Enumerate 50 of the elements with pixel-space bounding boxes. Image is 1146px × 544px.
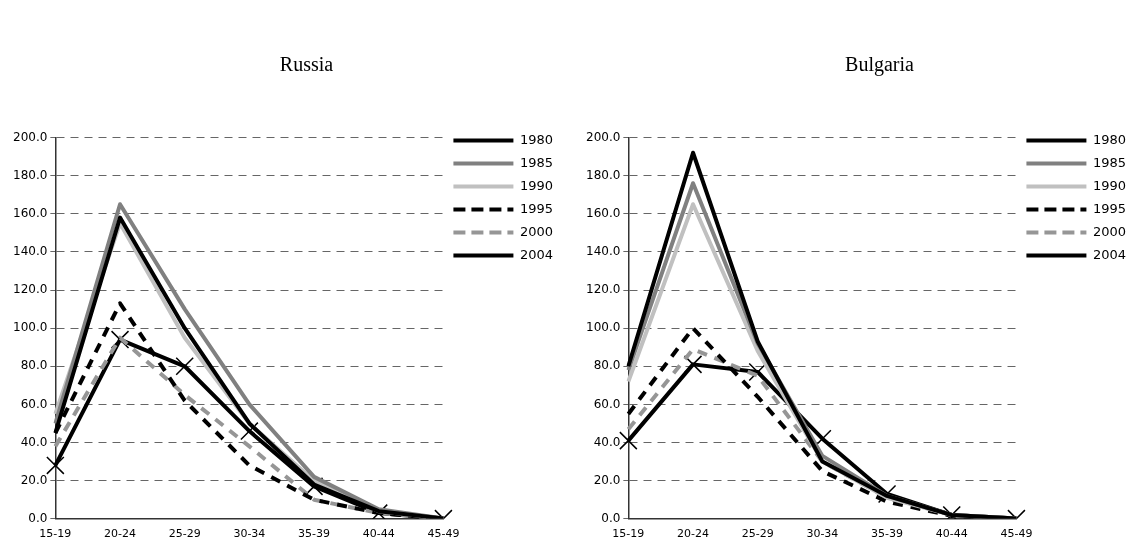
legend-label: 2004 (519, 246, 554, 262)
x-tick-label: 20-24 (104, 527, 137, 541)
y-tick-label: 60.0 (593, 396, 621, 411)
x-tick-label: 25-29 (741, 527, 774, 541)
y-tick-label: 160.0 (12, 205, 48, 220)
legend-label: 1990 (1092, 177, 1127, 193)
y-tick-label: 160.0 (585, 205, 621, 220)
legend-label: 2000 (1092, 223, 1127, 239)
x-tick-label: 20-24 (677, 527, 710, 541)
y-tick-label: 40.0 (20, 434, 48, 449)
x-tick-label: 15-19 (39, 527, 72, 541)
x-tick-label: 35-39 (298, 527, 331, 541)
legend-label: 1995 (519, 200, 554, 216)
y-tick-label: 80.0 (20, 358, 48, 373)
legend-label: 1990 (519, 177, 554, 193)
legend-label: 1995 (1092, 200, 1127, 216)
x-tick-label: 30-34 (233, 527, 266, 541)
legend-label: 1985 (1092, 154, 1127, 170)
x-tick-label: 35-39 (871, 527, 904, 541)
y-tick-label: 120.0 (585, 282, 621, 297)
y-tick-label: 40.0 (593, 434, 621, 449)
y-tick-label: 20.0 (593, 472, 621, 487)
x-tick-label: 45-49 (1000, 527, 1033, 541)
x-tick-label: 40-44 (935, 527, 968, 541)
y-tick-label: 180.0 (585, 167, 621, 182)
y-tick-label: 100.0 (585, 320, 621, 335)
chart-title: Russia (278, 52, 335, 77)
y-tick-label: 140.0 (12, 244, 48, 259)
x-tick-label: 25-29 (168, 527, 201, 541)
x-tick-label: 45-49 (427, 527, 460, 541)
y-tick-label: 200.0 (12, 129, 48, 144)
y-tick-label: 0.0 (601, 510, 621, 525)
chart-title: Bulgaria (844, 52, 915, 78)
y-tick-label: 120.0 (12, 282, 48, 297)
y-tick-label: 140.0 (585, 244, 621, 259)
y-tick-label: 20.0 (20, 472, 48, 487)
y-tick-label: 180.0 (12, 167, 48, 182)
y-tick-label: 80.0 (593, 358, 621, 373)
y-tick-label: 200.0 (585, 129, 621, 144)
legend-label: 2004 (1092, 246, 1127, 262)
y-tick-label: 60.0 (20, 396, 48, 411)
y-tick-label: 0.0 (28, 510, 48, 525)
y-tick-label: 100.0 (12, 320, 48, 335)
legend-label: 2000 (519, 223, 554, 239)
legend-label: 1980 (519, 131, 554, 147)
legend-label: 1980 (1092, 131, 1127, 147)
legend-label: 1985 (519, 154, 554, 170)
x-tick-label: 40-44 (362, 527, 395, 541)
x-tick-label: 30-34 (806, 527, 839, 541)
x-tick-label: 15-19 (612, 527, 645, 541)
